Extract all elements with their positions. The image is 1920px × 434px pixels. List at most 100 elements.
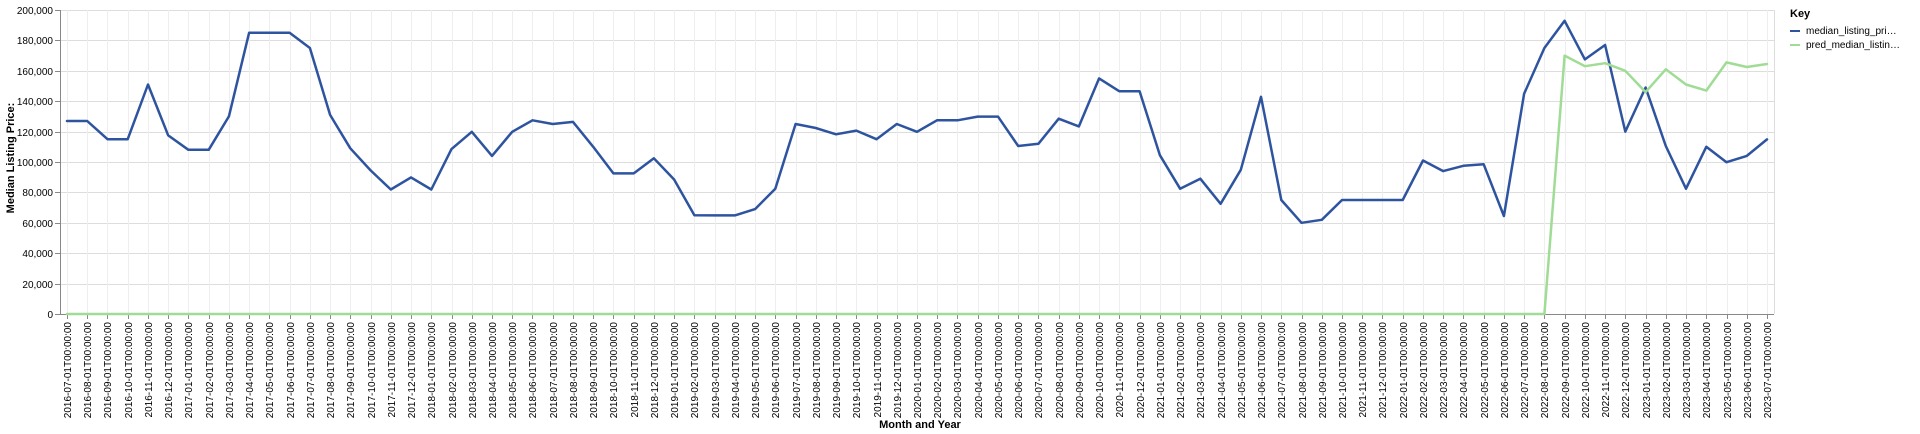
x-tick-label: 2020-11-01T00:00:00 [1115,322,1126,418]
y-tick-label: 60,000 [22,219,53,230]
x-tick-label: 2016-10-01T00:00:00 [124,322,135,419]
x-tick-label: 2023-03-01T00:00:00 [1682,322,1693,419]
x-tick-label: 2019-10-01T00:00:00 [852,322,863,419]
x-tick-label: 2018-08-01T00:00:00 [569,322,580,419]
x-tick-label: 2019-08-01T00:00:00 [812,322,823,419]
x-tick-label: 2018-04-01T00:00:00 [488,322,499,419]
x-tick-label: 2018-03-01T00:00:00 [468,322,479,419]
x-tick-label: 2017-09-01T00:00:00 [346,322,357,419]
x-tick-label: 2017-02-01T00:00:00 [205,322,216,419]
x-tick-label: 2020-03-01T00:00:00 [953,322,964,419]
gridlines [60,10,1775,315]
x-tick-label: 2019-12-01T00:00:00 [893,322,904,419]
legend-item: median_listing_pri… [1790,24,1916,38]
x-tick-label: 2017-05-01T00:00:00 [265,322,276,419]
x-tick-label: 2019-11-01T00:00:00 [873,322,884,418]
x-tick-label: 2016-07-01T00:00:00 [63,322,74,419]
x-tick-label: 2020-06-01T00:00:00 [1014,322,1025,419]
x-tick-label: 2017-04-01T00:00:00 [245,322,256,419]
x-tick-label: 2022-11-01T00:00:00 [1601,322,1612,418]
x-tick-label: 2022-02-01T00:00:00 [1419,322,1430,419]
x-tick-label: 2017-11-01T00:00:00 [387,322,398,418]
y-tick-label: 100,000 [17,158,54,169]
x-tick-label: 2018-07-01T00:00:00 [549,322,560,419]
x-tick-label: 2022-09-01T00:00:00 [1561,322,1572,419]
x-tick-label: 2021-09-01T00:00:00 [1318,322,1329,419]
x-tick-label: 2018-10-01T00:00:00 [609,322,620,419]
x-tick-label: 2021-05-01T00:00:00 [1237,322,1248,419]
y-tick-label: 160,000 [17,67,54,78]
y-tick-label: 180,000 [17,36,54,47]
x-tick-label: 2020-12-01T00:00:00 [1136,322,1147,419]
x-tick-label: 2022-10-01T00:00:00 [1581,322,1592,419]
x-tick-label: 2019-02-01T00:00:00 [690,322,701,419]
x-tick-label: 2021-10-01T00:00:00 [1338,322,1349,419]
x-tick-label: 2022-07-01T00:00:00 [1520,322,1531,419]
x-tick-label: 2018-09-01T00:00:00 [589,322,600,419]
legend-title: Key [1790,8,1811,20]
x-tick-label: 2023-04-01T00:00:00 [1702,322,1713,419]
x-tick-label: 2016-12-01T00:00:00 [164,322,175,419]
legend: Key median_listing_pri… pred_median_list… [1790,8,1916,52]
x-tick-label: 2022-05-01T00:00:00 [1480,322,1491,419]
x-tick-label: 2020-05-01T00:00:00 [994,322,1005,419]
x-tick-label: 2023-05-01T00:00:00 [1723,322,1734,419]
x-tick-label: 2019-04-01T00:00:00 [731,322,742,419]
x-tick-label: 2022-08-01T00:00:00 [1540,322,1551,419]
x-tick-label: 2021-01-01T00:00:00 [1156,322,1167,419]
y-tick-label: 20,000 [22,280,53,291]
legend-swatch [1790,30,1800,32]
x-tick-label: 2020-08-01T00:00:00 [1055,322,1066,419]
x-tick-label: 2018-02-01T00:00:00 [448,322,459,419]
x-tick-label: 2022-01-01T00:00:00 [1399,322,1410,419]
x-tick-label: 2022-06-01T00:00:00 [1500,322,1511,419]
x-tick-label: 2021-06-01T00:00:00 [1257,322,1268,419]
y-tick-label: 120,000 [17,128,54,139]
x-tick-label: 2019-05-01T00:00:00 [751,322,762,419]
x-tick-label: 2023-01-01T00:00:00 [1642,322,1653,419]
x-tick-label: 2018-01-01T00:00:00 [427,322,438,419]
x-tick-label: 2021-07-01T00:00:00 [1277,322,1288,419]
x-tick-label: 2018-05-01T00:00:00 [508,322,519,419]
y-tick-label: 40,000 [22,249,53,260]
x-tick-label: 2017-07-01T00:00:00 [306,322,317,419]
y-tick-label: 80,000 [22,188,53,199]
legend-item: pred_median_listin… [1790,38,1916,52]
x-tick-label: 2017-12-01T00:00:00 [407,322,418,419]
x-tick-label: 2021-12-01T00:00:00 [1378,322,1389,419]
x-tick-label: 2020-10-01T00:00:00 [1095,322,1106,419]
x-axis-title: Month and Year [879,419,961,431]
x-tick-label: 2017-01-01T00:00:00 [184,322,195,419]
x-tick-label: 2021-02-01T00:00:00 [1176,322,1187,419]
legend-label: pred_median_listin… [1806,39,1900,51]
x-tick-label: 2021-04-01T00:00:00 [1217,322,1228,419]
x-tick-label: 2020-07-01T00:00:00 [1034,322,1045,419]
y-tick-label: 200,000 [17,6,54,17]
x-tick-label: 2020-02-01T00:00:00 [933,322,944,419]
x-tick-label: 2016-09-01T00:00:00 [103,322,114,419]
x-tick-label: 2022-04-01T00:00:00 [1459,322,1470,419]
x-tick-label: 2018-06-01T00:00:00 [528,322,539,419]
series-lines [65,19,1769,316]
x-tick-label: 2021-11-01T00:00:00 [1358,322,1369,418]
x-tick-label: 2019-01-01T00:00:00 [670,322,681,419]
x-tick-label: 2020-09-01T00:00:00 [1075,322,1086,419]
x-tick-label: 2016-08-01T00:00:00 [83,322,94,419]
x-tick-label: 2019-07-01T00:00:00 [792,322,803,419]
x-tick-label: 2017-03-01T00:00:00 [225,322,236,419]
x-tick-label: 2017-06-01T00:00:00 [286,322,297,419]
x-tick-label: 2018-11-01T00:00:00 [630,322,641,418]
x-tick-label: 2022-12-01T00:00:00 [1621,322,1632,419]
y-axis-title: Median Listing Price: [5,103,17,214]
x-tick-label: 2017-08-01T00:00:00 [326,322,337,419]
series-line-pred-median-listing-price [65,54,1769,316]
x-tick-label: 2019-09-01T00:00:00 [832,322,843,419]
legend-swatch [1790,44,1800,46]
x-tick-label: 2020-01-01T00:00:00 [913,322,924,419]
x-tick-label: 2017-10-01T00:00:00 [367,322,378,419]
y-tick-label: 0 [47,310,53,321]
x-tick-label: 2018-12-01T00:00:00 [650,322,661,419]
legend-label: median_listing_pri… [1806,25,1897,37]
x-tick-label: 2019-03-01T00:00:00 [711,322,722,419]
